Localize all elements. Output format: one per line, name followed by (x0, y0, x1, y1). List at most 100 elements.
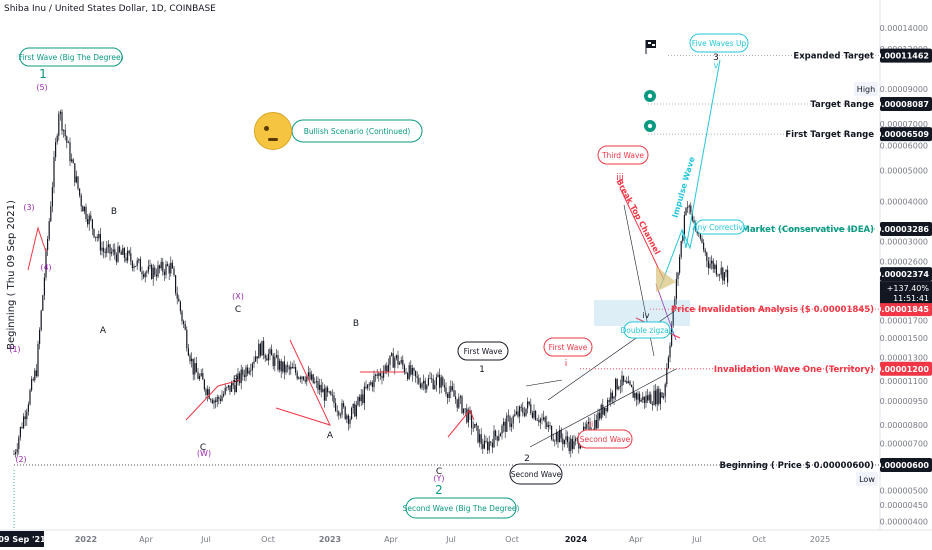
candle-body (379, 373, 381, 377)
candle-body (354, 403, 356, 417)
candle-body (69, 142, 71, 162)
candle-body (59, 111, 61, 114)
candle-body (75, 176, 77, 183)
wave-label: iv (643, 311, 650, 320)
candle-body (187, 348, 189, 356)
x-tick-label: 2022 (75, 535, 97, 544)
wave-label: (W) (197, 449, 211, 458)
y-tick-label: 0.00000950 (880, 397, 928, 406)
purple-projection (655, 283, 677, 341)
candle-body (714, 264, 716, 269)
candle-body (151, 264, 153, 279)
callout-second-wave-big: Second Wave (Big The Degree) (403, 504, 520, 513)
candle-body (199, 375, 201, 379)
price-tag-value: 0.00006509 (876, 130, 930, 139)
wave-label: C (200, 443, 206, 453)
callout-first-wave-black: First Wave (464, 347, 503, 356)
x-tick-label: 09 Sep '21 (0, 535, 46, 544)
candle-body (138, 259, 140, 261)
candle-body (328, 391, 330, 393)
candle-body (18, 437, 20, 449)
candle-body (418, 377, 420, 384)
candle-body (24, 416, 26, 420)
candle-body (314, 381, 316, 383)
candle-body (51, 187, 53, 207)
candle-body (679, 256, 681, 273)
y-tick-label: 0.00001100 (880, 377, 928, 386)
candle-body (375, 374, 377, 376)
candle-body (693, 220, 695, 223)
candle-body (531, 412, 533, 418)
candle-body (122, 248, 124, 255)
callout-second-wave-red: Second Wave (580, 435, 631, 444)
candle-body (245, 367, 247, 377)
x-tick-label: Oct (261, 535, 275, 544)
candle-body (682, 235, 684, 242)
candle-body (352, 403, 354, 409)
candle-body (507, 415, 509, 417)
candle-body (299, 377, 301, 380)
candle-body (160, 261, 162, 269)
candle-body (39, 329, 41, 344)
candle-body (498, 436, 500, 441)
candle-body (320, 384, 322, 393)
candle-body (210, 398, 212, 401)
eye-pupil (647, 123, 653, 129)
channel-line (529, 368, 677, 448)
candle-body (274, 356, 276, 366)
candle-body (667, 357, 669, 369)
candle-body (152, 267, 154, 279)
candle-body (626, 381, 628, 384)
candle-body (463, 408, 465, 414)
candle-body (307, 372, 309, 377)
candle-body (133, 266, 135, 269)
candle-body (683, 215, 685, 236)
candle-body (389, 355, 391, 365)
candle-body (651, 403, 653, 405)
candle-body (519, 406, 521, 417)
candle-body (71, 159, 73, 162)
candle-body (82, 206, 84, 212)
candle-body (717, 274, 719, 276)
candle-body (146, 271, 148, 273)
candle-body (378, 373, 380, 376)
candle-body (421, 383, 423, 388)
candle-body (675, 278, 677, 299)
candle-body (218, 396, 220, 399)
candle-body (554, 440, 556, 442)
wave-label: (3) (23, 203, 34, 212)
candle-body (603, 407, 605, 415)
corrective-zigzag (681, 219, 697, 250)
candle-body (355, 405, 357, 417)
y-tick-label: 0.00003000 (880, 238, 928, 247)
candle-body (655, 390, 657, 405)
candle-body (648, 394, 650, 401)
x-tick-label: Jul (445, 535, 456, 544)
candle-body (723, 272, 725, 281)
candle-body (315, 381, 317, 382)
candle-body (496, 436, 498, 441)
candle-body (485, 440, 487, 442)
candle-body (555, 432, 557, 441)
candle-body (602, 404, 604, 415)
candle-body (139, 259, 141, 272)
candle-body (261, 340, 263, 356)
candle-body (664, 384, 666, 397)
candle-body (37, 343, 39, 376)
candle-body (549, 425, 551, 426)
price-tag (880, 302, 932, 317)
y-tick-label: 0.00000400 (880, 517, 928, 526)
candle-body (663, 396, 665, 398)
candle-body (319, 384, 321, 390)
candle-body (72, 159, 74, 164)
candle-body (242, 369, 244, 376)
wave-label: (5) (36, 83, 47, 92)
y-tick-label: 0.00004000 (880, 198, 928, 207)
candle-body (95, 236, 97, 238)
candle-body (501, 425, 503, 434)
candle-body (565, 436, 567, 441)
y-tick-label: 0.00000450 (880, 501, 928, 510)
x-tick-label: Apr (629, 535, 644, 544)
callout-second-wave-black-box (509, 463, 563, 485)
